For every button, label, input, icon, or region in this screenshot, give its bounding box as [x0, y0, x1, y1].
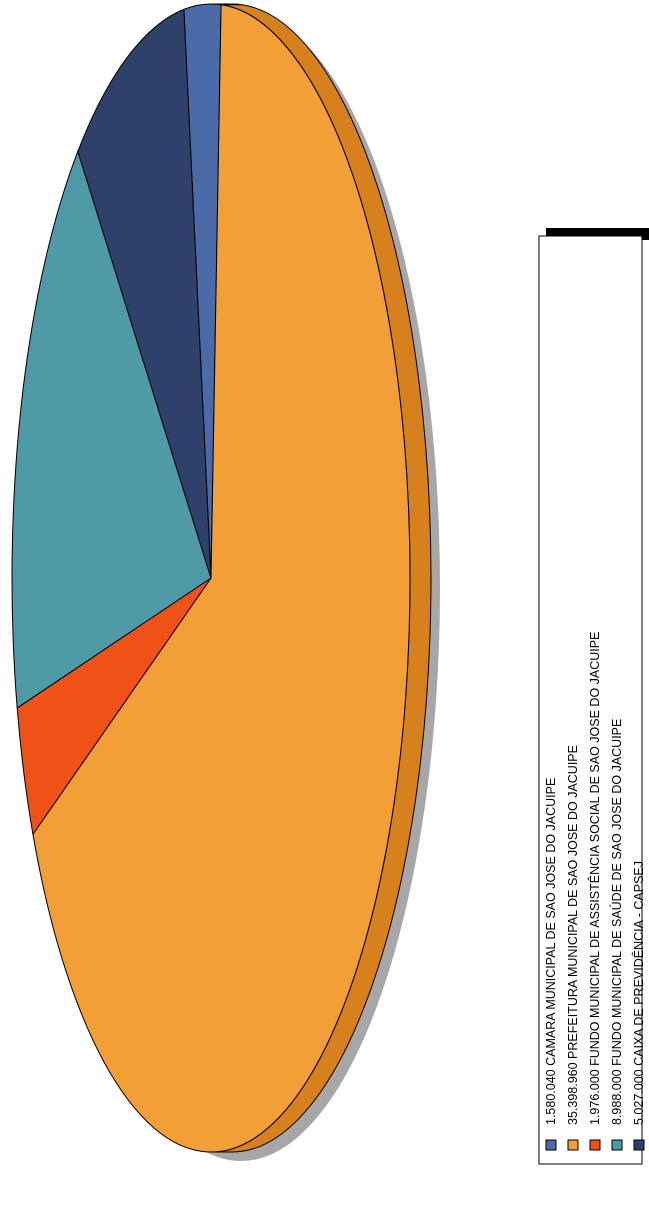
- legend-swatch-4: [611, 1139, 623, 1151]
- legend-frame: [538, 235, 643, 1165]
- legend-swatch-1: [545, 1139, 557, 1151]
- legend-label-2: 35.398.960 PREFEITURA MUNICIPAL DE SAO J…: [566, 745, 580, 1125]
- legend-swatch-5: [633, 1139, 645, 1151]
- legend-swatch-3: [589, 1139, 601, 1151]
- legend-label-1: 1.580.040 CAMARA MUNICIPAL DE SAO JOSE D…: [544, 778, 558, 1125]
- pie-slice-2: [32, 4, 411, 1153]
- pie-slice-5: [77, 8, 212, 579]
- pie-slices: [11, 3, 411, 1153]
- legend-label-4: 8.988.000 FUNDO MUNICIPAL DE SAÚDE DE SA…: [609, 719, 624, 1125]
- legend-label-5: 5.027.000 CAIXA DE PREVIDÊNCIA - CAPSEJ: [631, 861, 646, 1125]
- legend: 1.580.040 CAMARA MUNICIPAL DE SAO JOSE D…: [538, 228, 649, 1165]
- legend-swatch-2: [567, 1139, 579, 1151]
- pie-slice-4: [11, 149, 212, 709]
- legend-label-3: 1.976.000 FUNDO MUNICIPAL DE ASSISTÊNCIA…: [587, 632, 602, 1125]
